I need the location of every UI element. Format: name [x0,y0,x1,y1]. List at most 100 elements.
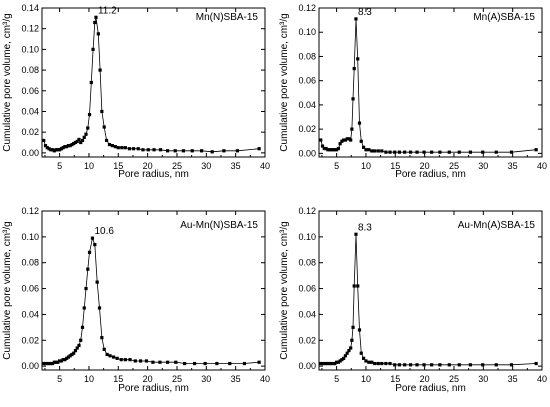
data-point [356,284,360,288]
data-point [380,361,384,366]
data-point [350,127,354,131]
data-point [108,354,112,358]
x-tick-label: 5 [334,161,339,171]
data-point [336,146,340,151]
data-point [54,148,58,152]
data-point [326,148,330,152]
data-point [415,363,419,367]
y-axis-label: Cumulative pore volume, cm³/g [2,221,13,359]
data-point [68,354,72,358]
data-point [158,360,162,364]
data-point [430,150,434,154]
data-point [338,359,342,363]
x-tick-label: 15 [390,161,400,171]
data-point [352,284,356,288]
x-tick-label: 15 [113,374,123,384]
data-point [43,361,48,366]
x-tick-label: 15 [113,161,123,171]
data-point [340,139,344,143]
chart-panel-4: 5 10 15 20 25 30 35 40 0.00 0.02 0.04 0.06 0.08 0.10 0… [279,206,547,394]
data-point [384,150,388,154]
peak-label: 8.3 [358,7,372,18]
data-point [86,267,90,271]
data-point [393,150,397,154]
y-tick-label: 0.08 [298,258,316,268]
y-tick-label: 0.12 [21,24,39,34]
data-point [93,243,97,247]
data-point [347,349,351,353]
data-point [73,349,78,353]
data-point [343,354,348,358]
x-tick-label: 20 [143,161,153,171]
chart-title: Mn(A)SBA-15 [473,12,535,23]
x-tick-label: 35 [231,374,241,384]
peak-label: 10.6 [94,226,114,237]
y-tick-label: 0.10 [298,27,316,37]
data-point [128,358,132,362]
data-point [359,351,363,355]
data-point [116,146,120,150]
y-tick-label: 0.06 [21,86,39,96]
data-point [351,325,355,329]
data-point [468,363,473,367]
y-tick-label: 0.04 [298,100,316,110]
data-point [320,144,325,148]
data-point [50,361,55,366]
peak-label: 8.3 [358,222,372,233]
data-point [347,137,351,141]
data-point [123,146,127,150]
data-point [54,360,58,364]
y-tick-label: 0.00 [21,361,39,371]
data-point [65,356,69,360]
data-point [349,346,353,350]
data-point [59,147,63,151]
y-tick-label: 0.12 [298,3,316,13]
data-point [203,361,207,366]
x-tick-label: 5 [57,374,62,384]
data-point [257,147,261,151]
data-point [356,57,360,61]
data-point [75,346,79,350]
data-point [335,360,339,364]
x-axis-label: Pore radius, nm [395,383,466,394]
data-point [373,149,377,153]
data-point [80,325,85,329]
data-point [327,361,332,366]
y-tick-label: 0.06 [298,76,316,86]
data-point [174,360,178,364]
data-point [357,328,362,332]
data-point [72,141,76,146]
data-point [534,148,538,152]
data-point [403,363,407,367]
data-point [509,363,514,367]
x-tick-label: 20 [420,374,430,384]
data-point [110,144,115,148]
data-point [79,338,83,342]
x-tick-label: 20 [143,374,153,384]
data-point [70,352,74,357]
plot-frame [318,210,543,371]
data-point [430,363,434,367]
data-point [329,361,333,366]
y-tick-label: 0.04 [298,309,316,319]
y-tick-label: 0.08 [298,51,316,61]
x-tick-label: 10 [361,374,371,384]
data-point [370,360,374,364]
data-point [388,150,392,154]
data-point [61,358,65,362]
data-point [481,150,485,154]
data-point [75,139,79,144]
y-tick-label: 0.04 [21,309,39,319]
data-point [215,361,219,366]
data-point [183,361,187,366]
plot-frame [41,210,266,371]
data-point [146,148,150,152]
data-point [47,147,51,151]
data-point [65,145,69,149]
x-axis-label: Pore radius, nm [395,169,466,180]
y-tick-label: 0.00 [21,148,39,158]
data-point [384,361,388,366]
data-point [77,137,81,142]
chart-title: Au-Mn(A)SBA-15 [458,220,536,231]
